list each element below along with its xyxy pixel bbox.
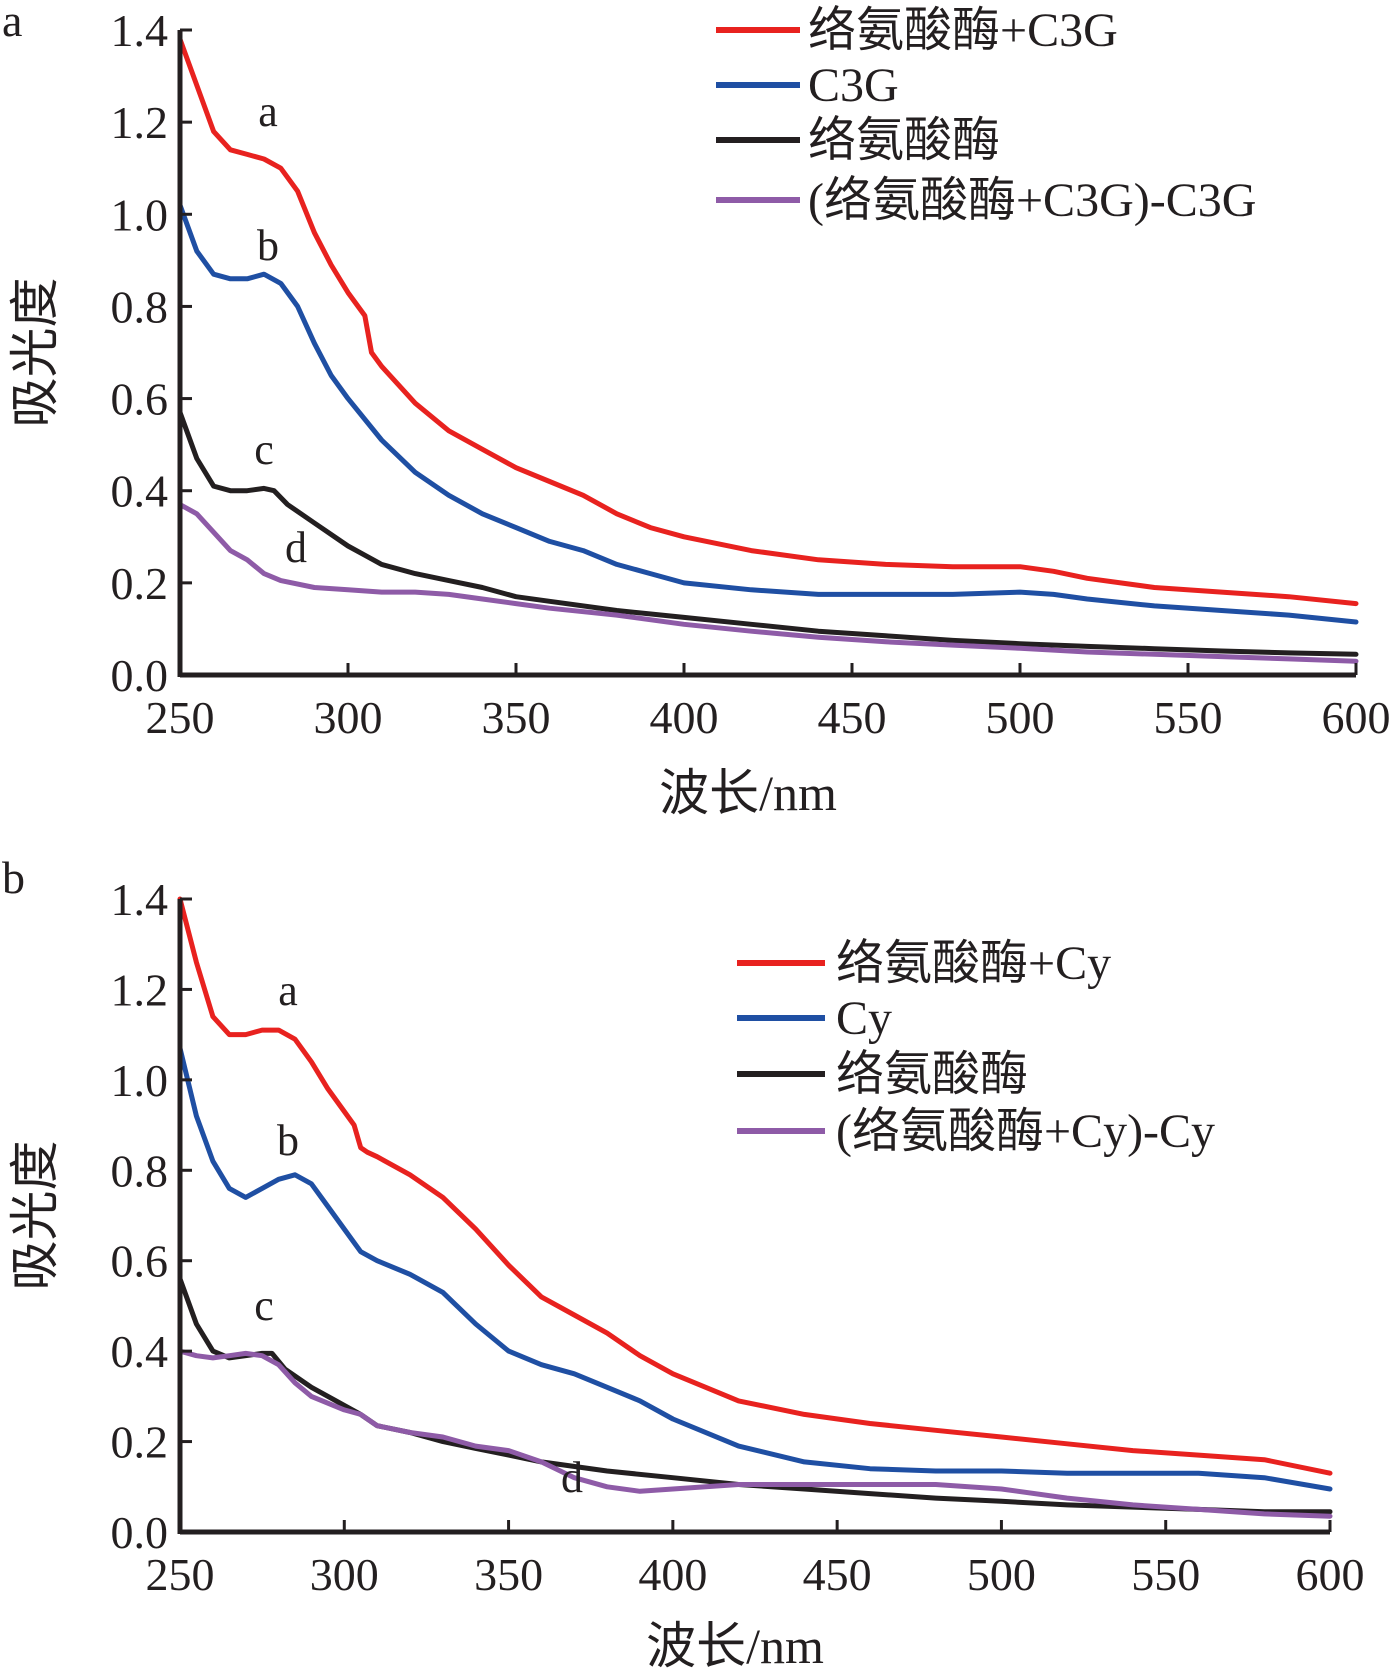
y-tick-label: 0.2 — [111, 558, 169, 609]
panel-label: a — [2, 0, 22, 46]
y-tick-label: 0.4 — [111, 1326, 169, 1377]
panel-label: b — [2, 852, 25, 903]
y-tick-label: 1.2 — [111, 964, 169, 1015]
x-tick-label: 400 — [650, 692, 719, 743]
series-line-b — [177, 1045, 1333, 1492]
curve-label-a: a — [258, 87, 278, 136]
curve-label-c: c — [254, 425, 274, 474]
curve-label-b: b — [257, 221, 279, 270]
y-tick-label: 1.4 — [111, 874, 169, 925]
x-tick-label: 450 — [818, 692, 887, 743]
series-line-b — [177, 202, 1359, 625]
curve-label-a: a — [278, 966, 298, 1015]
legend-label: Cy — [836, 992, 892, 1045]
series-line-a — [177, 36, 1359, 607]
curve-label-c: c — [254, 1281, 274, 1330]
y-tick-label: 0.0 — [111, 650, 169, 701]
x-tick-label: 350 — [474, 1549, 543, 1600]
x-tick-label: 600 — [1322, 692, 1391, 743]
y-axis-title: 吸光度 — [7, 278, 63, 428]
x-tick-label: 500 — [986, 692, 1055, 743]
curve-label-d: d — [561, 1453, 583, 1502]
y-tick-label: 1.4 — [111, 5, 169, 56]
x-tick-label: 300 — [310, 1549, 379, 1600]
series-line-a — [177, 896, 1333, 1476]
x-tick-label: 450 — [803, 1549, 872, 1600]
y-tick-label: 1.2 — [111, 97, 169, 148]
y-tick-label: 0.2 — [111, 1417, 169, 1468]
x-tick-label: 550 — [1131, 1549, 1200, 1600]
x-tick-label: 350 — [482, 692, 551, 743]
y-tick-label: 0.6 — [111, 1236, 169, 1287]
panel-b: b 250 300 350 400 450 500 550 600 0.0 0.2 0.4 0.6 0.8… — [2, 852, 1365, 1674]
y-tick-label: 0.4 — [111, 466, 169, 517]
x-tick-label: 550 — [1154, 692, 1223, 743]
y-tick-label: 1.0 — [111, 189, 169, 240]
series-line-c — [177, 1276, 1333, 1515]
y-tick-label: 0.0 — [111, 1507, 169, 1558]
y-tick-label: 0.6 — [111, 374, 169, 425]
curve-label-d: d — [285, 523, 307, 572]
legend-label: 络氨酸酶 — [808, 114, 1000, 167]
series-line-d — [177, 502, 1359, 664]
x-axis-title: 波长/nm — [659, 765, 837, 821]
curve-label-b: b — [277, 1116, 299, 1165]
y-tick-label: 1.0 — [111, 1055, 169, 1106]
y-tick-label: 0.8 — [111, 281, 169, 332]
x-tick-label: 400 — [638, 1549, 707, 1600]
legend-label: (络氨酸酶+C3G)-C3G — [808, 174, 1256, 227]
x-tick-label: 600 — [1296, 1549, 1365, 1600]
y-tick-label: 0.8 — [111, 1145, 169, 1196]
legend-label: C3G — [808, 59, 899, 112]
series-line-c — [177, 409, 1359, 657]
legend-label: 络氨酸酶+C3G — [808, 4, 1118, 57]
x-tick-label: 500 — [967, 1549, 1036, 1600]
legend-label: 络氨酸酶 — [836, 1048, 1028, 1101]
x-tick-label: 250 — [146, 1549, 215, 1600]
panel-a: a 250 300 350 400 450 500 550 600 0.0 0.2 0.4 0.6 0.8… — [2, 0, 1391, 821]
legend-label: 络氨酸酶+Cy — [836, 937, 1111, 990]
x-axis-title: 波长/nm — [646, 1618, 824, 1674]
series-line-d — [177, 1348, 1333, 1519]
legend-label: (络氨酸酶+Cy)-Cy — [836, 1105, 1215, 1158]
y-axis-title: 吸光度 — [7, 1141, 63, 1291]
x-tick-label: 300 — [314, 692, 383, 743]
x-tick-label: 250 — [146, 692, 215, 743]
